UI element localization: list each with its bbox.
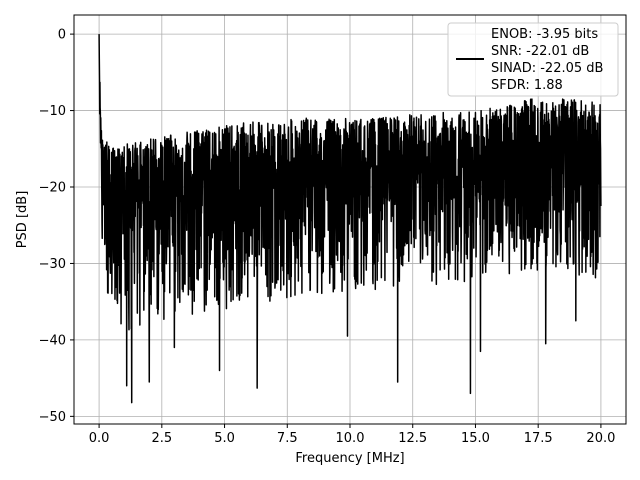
x-tick-label: 5.0 — [214, 431, 235, 446]
x-axis-ticks: 0.0 2.5 5.0 7.5 10.0 12.5 15.0 17.5 20.0 — [89, 424, 615, 446]
x-tick-label: 10.0 — [336, 431, 365, 446]
y-tick-label: −50 — [39, 410, 66, 425]
legend-box — [447, 22, 619, 97]
legend-enob: ENOB: -3.95 bits — [491, 27, 598, 42]
legend: ENOB: -3.95 bits SNR: -22.01 dB SINAD: -… — [447, 22, 619, 97]
x-tick-label: 12.5 — [398, 431, 427, 446]
y-tick-label: 0 — [58, 28, 66, 43]
x-tick-label: 15.0 — [461, 431, 490, 446]
y-axis-ticks: 0 −10 −20 −30 −40 −50 — [39, 28, 74, 425]
y-axis-title: PSD [dB] — [15, 191, 30, 249]
y-tick-label: −20 — [39, 181, 66, 196]
x-tick-label: 0.0 — [89, 431, 110, 446]
legend-sinad: SINAD: -22.05 dB — [491, 61, 603, 76]
series-layer — [98, 34, 602, 404]
legend-sfdr: SFDR: 1.88 — [491, 78, 563, 93]
x-tick-label: 7.5 — [277, 431, 298, 446]
x-tick-label: 20.0 — [586, 431, 615, 446]
y-tick-label: −30 — [39, 257, 66, 272]
y-tick-label: −40 — [39, 333, 66, 348]
x-tick-label: 17.5 — [524, 431, 553, 446]
psd-series-line — [98, 34, 602, 404]
x-axis-title: Frequency [MHz] — [295, 451, 404, 466]
legend-snr: SNR: -22.01 dB — [491, 44, 589, 59]
x-tick-label: 2.5 — [151, 431, 172, 446]
y-tick-label: −10 — [39, 104, 66, 119]
